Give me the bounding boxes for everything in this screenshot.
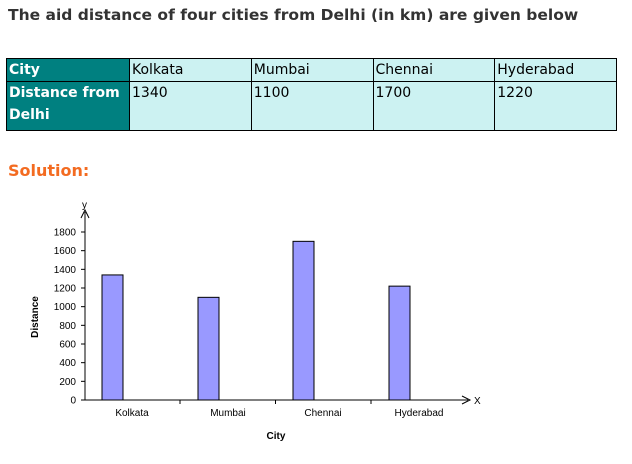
row-label-distance: Distance from Delhi <box>6 81 130 131</box>
table-row-distance: Distance from Delhi 1340 1100 1700 1220 <box>6 81 617 131</box>
x-tick-label-hyderabad: Hyderabad <box>395 408 444 419</box>
x-tick-label-mumbai: Mumbai <box>210 408 246 419</box>
y-tick-label: 1600 <box>54 246 77 257</box>
x-axis-symbol: X <box>474 396 481 407</box>
bar-kolkata <box>101 274 124 401</box>
y-axis-arrow <box>80 208 90 219</box>
city-cell-hyderabad: Hyderabad <box>494 58 617 82</box>
y-tick-label: 800 <box>59 321 76 332</box>
city-cell-mumbai: Mumbai <box>250 58 374 82</box>
x-axis-title: City <box>267 431 286 442</box>
y-tick-label: 1000 <box>54 302 77 313</box>
x-axis-arrow <box>461 395 472 405</box>
bars <box>101 240 411 401</box>
x-axis-ticks: Kolkata Mumbai Chennai Hyderabad <box>115 400 443 419</box>
bar-chennai <box>292 240 315 401</box>
distance-cell-chennai: 1700 <box>372 81 496 131</box>
y-tick-label: 0 <box>70 396 76 407</box>
x-tick-label-kolkata: Kolkata <box>115 408 149 419</box>
table-row-city: City Kolkata Mumbai Chennai Hyderabad <box>6 58 617 82</box>
bar-hyderabad <box>388 285 411 401</box>
distance-cell-mumbai: 1100 <box>250 81 374 131</box>
distance-table: City Kolkata Mumbai Chennai Hyderabad Di… <box>6 58 617 131</box>
solution-heading: Solution: <box>8 161 90 180</box>
y-tick-label: 1400 <box>54 265 77 276</box>
y-axis-ticks: 0 200 400 600 800 1000 1200 1400 1600 1800 <box>54 228 85 407</box>
city-cell-kolkata: Kolkata <box>129 58 252 82</box>
x-tick-label-chennai: Chennai <box>304 408 341 419</box>
y-tick-label: 400 <box>59 358 76 369</box>
y-axis-symbol: y <box>82 200 87 211</box>
y-tick-label: 200 <box>59 377 76 388</box>
row-label-city: City <box>6 58 130 82</box>
y-tick-label: 1800 <box>54 228 77 239</box>
y-axis-title: Distance <box>30 296 41 338</box>
bar-mumbai <box>197 296 220 401</box>
city-cell-chennai: Chennai <box>372 58 496 82</box>
bar-chart: 0 200 400 600 800 1000 1200 1400 1600 1800 Kolkat… <box>30 200 481 442</box>
distance-cell-kolkata: 1340 <box>129 81 252 131</box>
y-tick-label: 1200 <box>54 284 77 295</box>
distance-cell-hyderabad: 1220 <box>494 81 617 131</box>
question-text: The aid distance of four cities from Del… <box>8 6 579 24</box>
y-tick-label: 600 <box>59 340 76 351</box>
